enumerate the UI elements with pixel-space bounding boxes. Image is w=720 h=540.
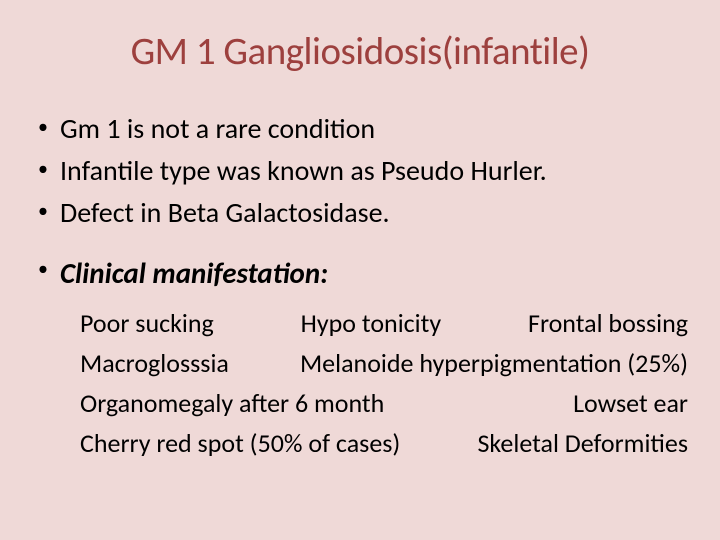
manifest-item: Lowset ear — [573, 383, 688, 423]
manifest-row: Macroglosssia Melanoide hyperpigmentatio… — [80, 343, 688, 383]
manifest-item: Skeletal Deformities — [477, 423, 688, 463]
bullet-dot: • — [38, 253, 60, 285]
manifest-item: Melanoide hyperpigmentation (25%) — [300, 343, 688, 383]
page-title: GM 1 Gangliosidosis(infantile) — [32, 28, 688, 75]
bullet-text: Infantile type was known as Pseudo Hurle… — [60, 153, 547, 189]
manifest-item: Macroglosssia — [80, 343, 229, 383]
bullet-dot: • — [38, 111, 60, 143]
list-item: • Clinical manifestation: — [38, 253, 688, 293]
manifest-row: Poor sucking Hypo tonicity Frontal bossi… — [80, 303, 688, 343]
manifestations-block: Poor sucking Hypo tonicity Frontal bossi… — [80, 303, 688, 463]
list-item: • Infantile type was known as Pseudo Hur… — [38, 153, 688, 189]
manifest-item: Poor sucking — [80, 303, 214, 343]
manifest-item: Hypo tonicity — [301, 303, 441, 343]
manifest-row: Cherry red spot (50% of cases) Skeletal … — [80, 423, 688, 463]
manifest-item: Cherry red spot (50% of cases) — [80, 423, 400, 463]
bullet-text: Gm 1 is not a rare condition — [60, 111, 375, 147]
manifest-item: Organomegaly after 6 month — [80, 383, 384, 423]
spacer — [38, 237, 688, 253]
manifest-item: Frontal bossing — [528, 303, 688, 343]
manifest-row: Organomegaly after 6 month Lowset ear — [80, 383, 688, 423]
bullet-dot: • — [38, 195, 60, 227]
title-wrap: GM 1 Gangliosidosis(infantile) — [32, 28, 688, 75]
list-item: • Defect in Beta Galactosidase. — [38, 195, 688, 231]
bullet-text: Defect in Beta Galactosidase. — [60, 195, 390, 231]
bullet-dot: • — [38, 153, 60, 185]
list-item: • Gm 1 is not a rare condition — [38, 111, 688, 147]
bullet-list: • Gm 1 is not a rare condition • Infanti… — [38, 111, 688, 293]
clinical-heading: Clinical manifestation: — [60, 253, 328, 293]
